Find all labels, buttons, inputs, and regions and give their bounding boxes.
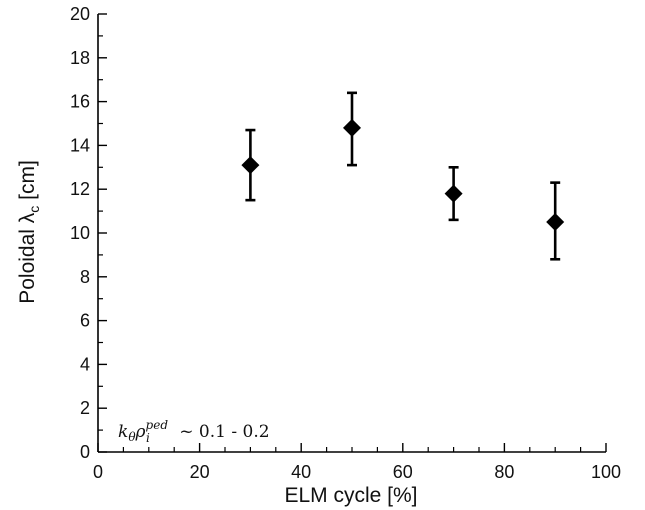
y-tick-label: 4 [80,354,90,374]
y-tick-label: 6 [80,311,90,331]
diamond-marker [546,213,565,232]
y-tick-label: 16 [70,92,90,112]
data-point-2 [343,91,361,167]
x-tick-label: 60 [393,462,413,482]
y-tick-label: 10 [70,223,90,243]
data-point-3 [444,166,463,222]
diamond-marker [343,118,361,137]
diamond-marker [444,184,463,203]
annotation: kθρped i ~ 0.1 - 0.2 [118,418,270,445]
x-tick-label: 20 [190,462,210,482]
y-tick-label: 8 [80,267,90,287]
x-axis-label: ELM cycle [%] [284,484,417,507]
x-tick-label: 80 [494,462,514,482]
x-tick-label: 100 [591,462,621,482]
y-tick-label: 18 [70,48,90,68]
diamond-marker [241,156,260,175]
y-axis-label-group: Poloidal λc [cm] [16,160,42,304]
y-tick-label: 20 [70,4,90,24]
axes [97,14,606,453]
y-tick-label: 0 [80,442,90,462]
x-tick-label: 40 [291,462,311,482]
data-point-1 [241,128,260,202]
y-tick-label: 14 [70,135,90,155]
y-tick-label: 2 [80,398,90,418]
ticks: 0 2 4 6 8 10 12 14 16 18 20 0 20 40 60 80 100 [70,4,621,482]
x-tick-label: 0 [93,462,103,482]
data-marks [241,91,565,261]
y-tick-label: 12 [70,179,90,199]
data-point-4 [546,181,565,261]
y-axis-label: Poloidal λc [cm] [16,160,42,304]
